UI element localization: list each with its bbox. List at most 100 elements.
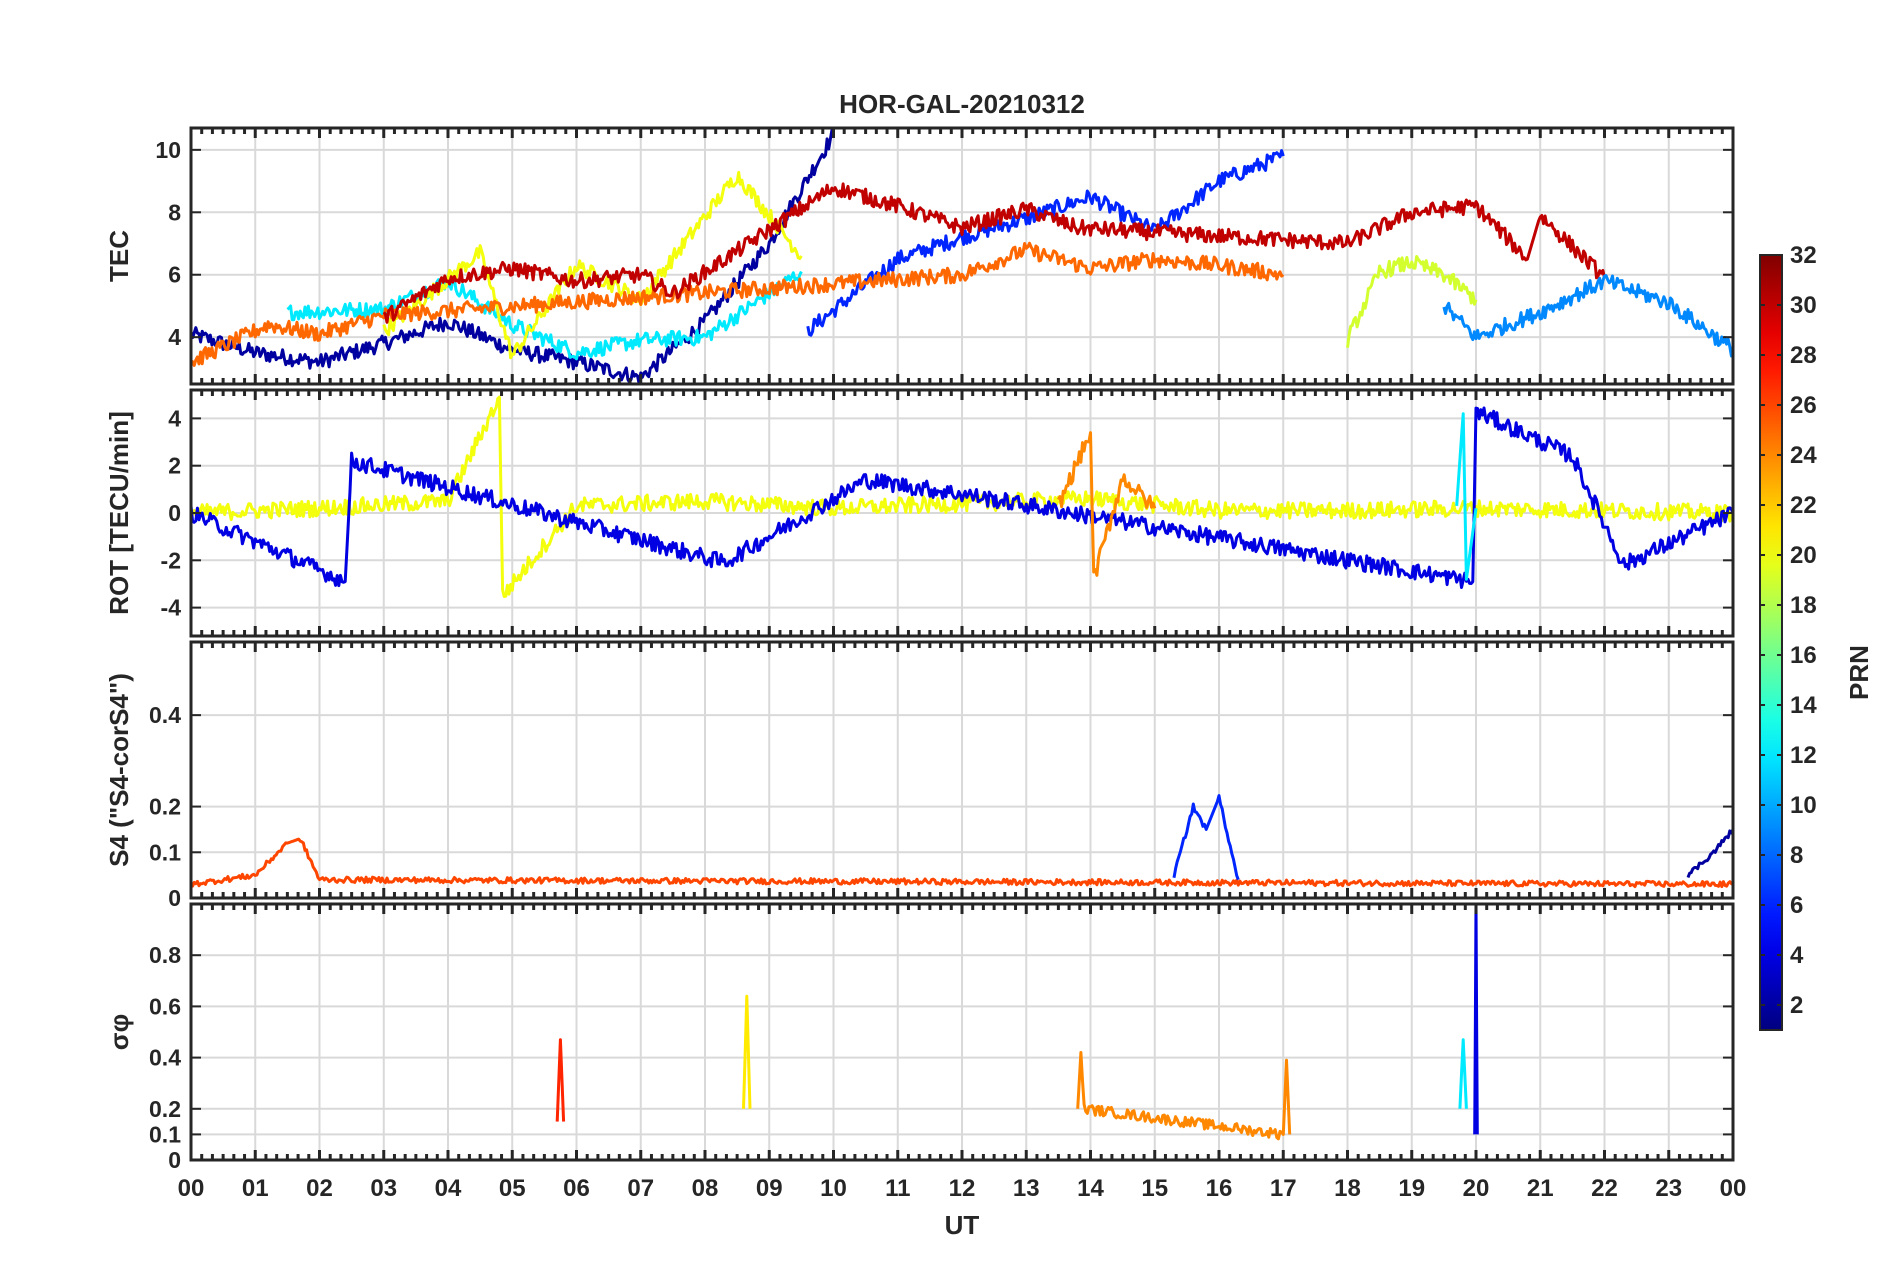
x-tick-label: 21 [1527, 1175, 1554, 1202]
series-prn-9 [1442, 274, 1733, 358]
colorbar-tick-label: 16 [1790, 642, 1817, 669]
colorbar-tick-label: 30 [1790, 292, 1817, 319]
series-prn-24 [1057, 431, 1157, 577]
y-tick-label: 0.4 [149, 702, 181, 728]
grid [191, 642, 1733, 899]
x-ticks [189, 904, 1735, 1160]
y-tick-label: 0 [168, 885, 181, 911]
x-tick-label: 15 [1141, 1175, 1168, 1202]
y-tick-label: 0.1 [149, 839, 181, 865]
series-prn-12 [1455, 412, 1478, 581]
x-tick-label: 16 [1206, 1175, 1233, 1202]
colorbar-tick-label: 18 [1790, 592, 1817, 619]
series-prn-4 [1473, 904, 1479, 1135]
colorbar-tick-label: 20 [1790, 542, 1817, 569]
x-tick-label: 05 [499, 1175, 526, 1202]
series-prn-20 [191, 395, 1733, 598]
x-tick-label: 11 [885, 1175, 910, 1202]
series-prn-25 [191, 241, 1285, 367]
colorbar-tick-label: 32 [1790, 242, 1817, 269]
grid [191, 390, 1733, 636]
series-group [555, 904, 1479, 1141]
x-tick-label: 02 [306, 1175, 333, 1202]
x-tick-label: 18 [1334, 1175, 1361, 1202]
colorbar-tick-label: 4 [1790, 942, 1804, 969]
x-tick-label: 14 [1077, 1175, 1104, 1202]
y-tick-label: 0 [168, 1147, 181, 1173]
x-tick-label: 07 [627, 1175, 654, 1202]
series-prn-21 [742, 994, 752, 1109]
colorbar: 32 30 28 26 24 22 20 18 16 14 12 10 8 6 4 2 PRN [1759, 242, 1874, 1031]
y-tick-label: 6 [168, 262, 181, 288]
panel-s4: 0.4 0.2 0.1 0 S4 ("S4-corS4") [104, 640, 1735, 911]
colorbar-tick-label: 10 [1790, 792, 1817, 819]
colorbar-tick-label: 2 [1790, 992, 1803, 1019]
colorbar-tick-label: 28 [1790, 342, 1817, 369]
series-group [191, 128, 1733, 384]
x-tick-label: 00 [178, 1175, 205, 1202]
series-prn-24 [1076, 1051, 1292, 1141]
series-prn-12 [1458, 1038, 1468, 1109]
x-tick-label: 00 [1720, 1175, 1747, 1202]
x-axis-label: UT [945, 1210, 980, 1240]
x-tick-label: 20 [1463, 1175, 1490, 1202]
colorbar-tick-label: 26 [1790, 392, 1817, 419]
colorbar-tick-label: 8 [1790, 842, 1803, 869]
y-tick-label: 10 [155, 137, 181, 163]
x-tick-label: 06 [563, 1175, 590, 1202]
series-prn-20 [382, 170, 803, 360]
y-tick-label: 0.6 [149, 993, 181, 1019]
series-group [191, 395, 1733, 598]
x-tick-label: 08 [692, 1175, 719, 1202]
y-tick-label: 0.1 [149, 1121, 181, 1147]
grid [191, 904, 1733, 1161]
series-group [191, 794, 1733, 889]
panel-rot: 4 2 0 -2 -4 ROT [TECU/min] [104, 388, 1735, 638]
grid [191, 128, 1733, 384]
x-tick-label: 01 [242, 1175, 269, 1202]
series-prn-26 [191, 837, 1733, 889]
y-axis-label: σφ [104, 1014, 134, 1050]
y-tick-label: -4 [161, 595, 182, 621]
colorbar-tick-label: 22 [1790, 492, 1817, 519]
colorbar-label: PRN [1844, 645, 1874, 700]
x-axis: 00 01 02 03 04 05 06 07 08 09 10 11 12 13 14 15 16 17 18 19… [178, 1175, 1747, 1202]
x-ticks [189, 642, 1735, 898]
x-tick-label: 03 [370, 1175, 397, 1202]
y-tick-label: 0.2 [149, 794, 181, 820]
x-tick-label: 23 [1655, 1175, 1682, 1202]
x-tick-label: 12 [949, 1175, 976, 1202]
y-axis-label: S4 ("S4-corS4") [104, 673, 134, 867]
y-tick-label: 0.8 [149, 942, 181, 968]
y-axis-label: TEC [104, 230, 134, 282]
series-prn-30 [382, 182, 1606, 324]
y-tick-label: 8 [168, 199, 181, 225]
series-prn-19 [1346, 255, 1478, 348]
y-tick-label: 0.2 [149, 1096, 181, 1122]
y-tick-label: 4 [168, 324, 181, 350]
x-tick-label: 04 [435, 1175, 462, 1202]
colorbar-tick-label: 24 [1790, 442, 1817, 469]
series-prn-6 [1172, 794, 1240, 881]
x-tick-label: 22 [1591, 1175, 1618, 1202]
series-prn-4 [191, 406, 1733, 589]
y-tick-label: 0 [168, 500, 181, 526]
y-tick-label: -2 [161, 547, 181, 573]
series-prn-27 [555, 1038, 566, 1122]
y-tick-label: 0.4 [149, 1045, 181, 1071]
colorbar-tick-label: 6 [1790, 892, 1803, 919]
x-ticks [189, 390, 1735, 636]
series-prn-6 [806, 149, 1285, 337]
x-tick-label: 17 [1270, 1175, 1297, 1202]
series-prn-2 [1686, 828, 1733, 879]
y-axis-label: ROT [TECU/min] [104, 411, 134, 615]
x-ticks [189, 128, 1735, 384]
x-tick-label: 09 [756, 1175, 783, 1202]
chart-title: HOR-GAL-20210312 [839, 89, 1085, 119]
colorbar-tick-label: 12 [1790, 742, 1817, 769]
x-tick-label: 10 [820, 1175, 847, 1202]
colorbar-bar [1759, 254, 1783, 1031]
panel-tec: 10 8 6 4 TEC [104, 126, 1735, 386]
x-tick-label: 13 [1013, 1175, 1040, 1202]
y-tick-label: 4 [168, 405, 181, 431]
